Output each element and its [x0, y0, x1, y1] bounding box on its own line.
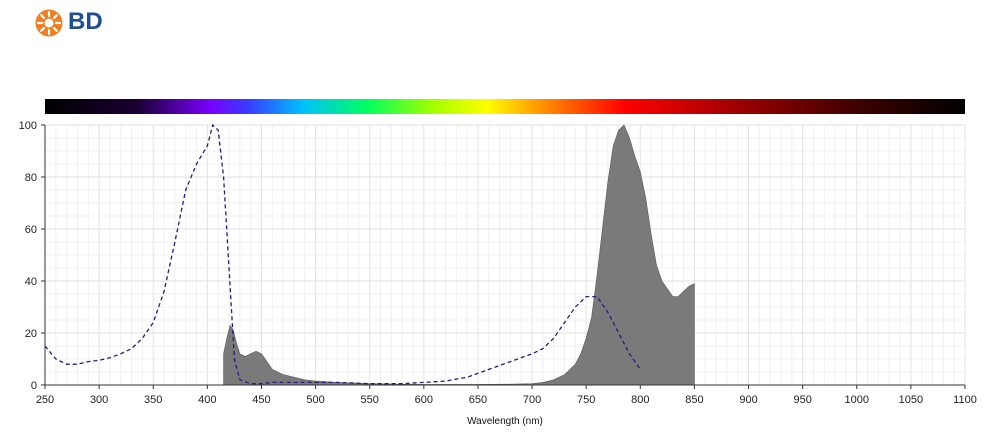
x-tick-label: 400: [198, 394, 216, 406]
x-tick-label: 1100: [953, 394, 977, 406]
y-tick-label: 40: [25, 276, 37, 288]
y-tick-label: 100: [19, 120, 37, 132]
x-tick-label: 350: [144, 394, 162, 406]
x-tick-label: 1000: [845, 394, 869, 406]
y-tick-label: 0: [31, 380, 37, 392]
y-tick-label: 60: [25, 224, 37, 236]
x-tick-label: 550: [361, 394, 379, 406]
x-tick-label: 1050: [899, 394, 923, 406]
x-axis-title: Wavelength (nm): [467, 416, 543, 427]
brand-name: BD: [68, 8, 103, 35]
x-tick-label: 750: [577, 394, 595, 406]
x-tick-label: 450: [252, 394, 270, 406]
bd-logo: [34, 8, 114, 40]
x-tick-label: 650: [469, 394, 487, 406]
x-tick-label: 500: [306, 394, 324, 406]
emission-area: [223, 124, 695, 386]
bd-sun-icon: [35, 9, 63, 37]
x-tick-label: 250: [36, 394, 54, 406]
grid-lines: [44, 124, 966, 386]
x-tick-label: 600: [415, 394, 433, 406]
spectrum-bar: [45, 99, 965, 114]
x-tick-label: 800: [631, 394, 649, 406]
x-tick-label: 300: [90, 394, 108, 406]
x-tick-label: 950: [793, 394, 811, 406]
axes: 250 300 350 400 450 500 550 600 650 700 750 800 850 9…: [19, 120, 977, 406]
x-tick-label: 850: [685, 394, 703, 406]
x-tick-label: 900: [739, 394, 757, 406]
series-layer: [44, 123, 695, 386]
x-tick-label: 700: [523, 394, 541, 406]
y-tick-label: 80: [25, 172, 37, 184]
y-tick-label: 20: [25, 328, 37, 340]
